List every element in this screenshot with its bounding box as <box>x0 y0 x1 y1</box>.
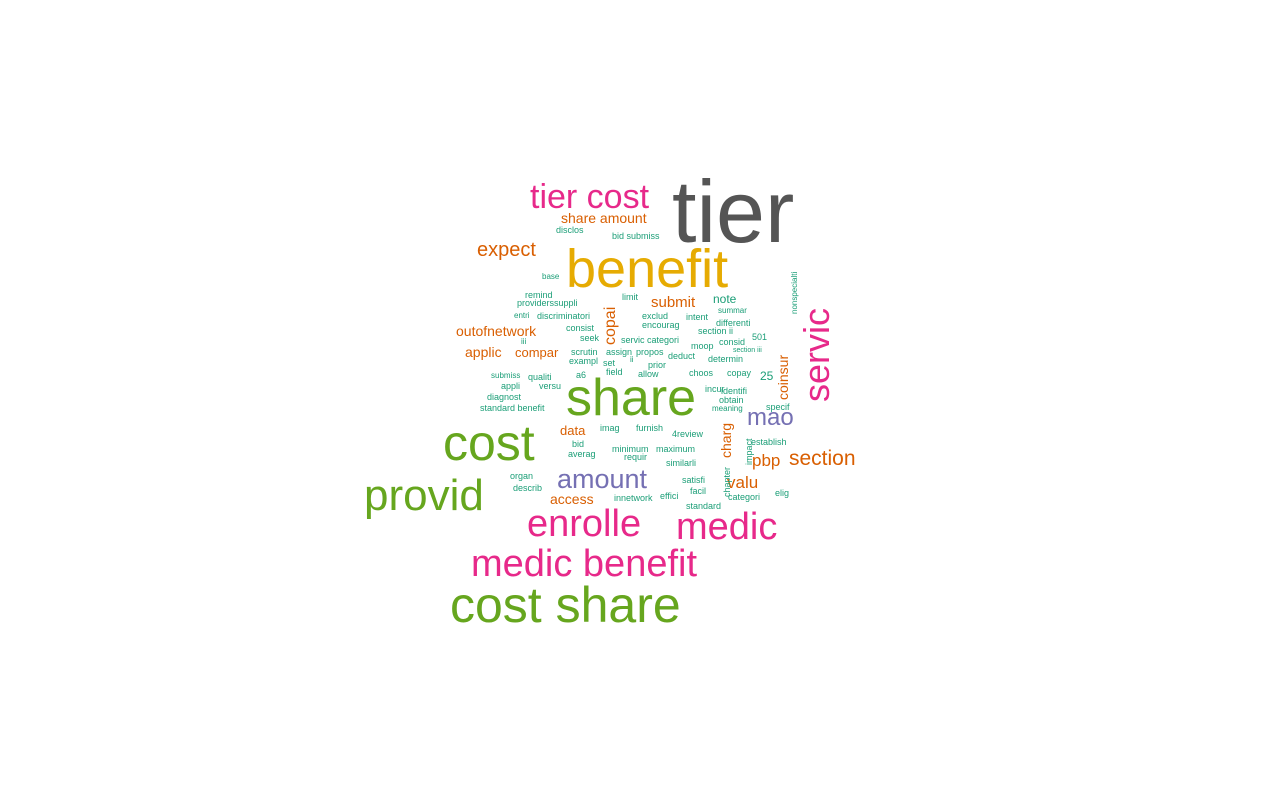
cloud-word: bid submiss <box>612 231 660 241</box>
cloud-word: compar <box>515 345 559 360</box>
cloud-word: discriminatori <box>537 311 591 321</box>
cloud-word: section iii <box>733 347 762 354</box>
cloud-word: allow <box>638 369 659 379</box>
cloud-word: copai <box>602 306 619 345</box>
cloud-word: copay <box>727 368 752 378</box>
cloud-word: seek <box>580 333 600 343</box>
cloud-word: establish <box>751 437 787 447</box>
cloud-word: standard benefit <box>480 403 545 413</box>
cloud-word: differenti <box>716 318 751 328</box>
cloud-word: submiss <box>491 371 521 380</box>
cloud-word: 25 <box>760 369 774 383</box>
cloud-word: impact <box>744 438 754 465</box>
cloud-word: appli <box>501 381 521 391</box>
cloud-word: consid <box>719 337 746 347</box>
cloud-word: outofnetwork <box>456 323 537 339</box>
cloud-word: requir <box>624 452 648 462</box>
cloud-word: scrutin <box>571 347 598 357</box>
cloud-word: averag <box>568 449 596 459</box>
cloud-word: describ <box>513 483 543 493</box>
cloud-word: chapter <box>722 466 732 497</box>
cloud-word: effici <box>660 491 679 501</box>
cloud-word: charg <box>718 422 734 458</box>
cloud-word: enrolle <box>527 503 642 545</box>
cloud-word: mao <box>747 404 794 431</box>
cloud-word: coinsur <box>775 354 791 400</box>
cloud-word: servic <box>796 307 837 402</box>
cloud-word: standard <box>686 501 722 511</box>
cloud-word: medic benefit <box>471 543 698 585</box>
cloud-word: innetwork <box>614 493 653 503</box>
cloud-word: similarli <box>666 458 696 468</box>
cloud-word: cost <box>443 415 535 471</box>
cloud-word: exampl <box>569 356 599 366</box>
cloud-word: minimum <box>612 444 649 454</box>
cloud-word: valu <box>727 473 759 492</box>
cloud-word: specif <box>766 402 790 412</box>
cloud-word: maximum <box>656 444 696 454</box>
cloud-word: qualiti <box>528 372 552 382</box>
cloud-word: applic <box>465 344 502 360</box>
cloud-word: tier <box>672 162 795 261</box>
cloud-word: access <box>550 491 594 507</box>
cloud-word: section ii <box>698 326 734 336</box>
cloud-word: consist <box>566 323 595 333</box>
cloud-word: assign <box>606 347 633 357</box>
cloud-word: moop <box>691 341 714 351</box>
cloud-word: disclos <box>556 225 584 235</box>
cloud-word: note <box>713 292 737 306</box>
cloud-word: prior <box>648 360 667 370</box>
cloud-word: data <box>560 423 586 438</box>
cloud-word: determin <box>708 354 744 364</box>
cloud-word: pbp <box>752 451 781 470</box>
cloud-word: diagnost <box>487 392 522 402</box>
cloud-word: satisfi <box>682 475 706 485</box>
cloud-word: categori <box>728 492 761 502</box>
cloud-word: share <box>566 369 697 427</box>
cloud-word: base <box>542 272 560 281</box>
cloud-word: iii <box>521 337 527 346</box>
cloud-word: elig <box>775 488 790 498</box>
cloud-word: bid <box>572 439 585 449</box>
cloud-word: remind <box>525 290 553 300</box>
cloud-word: providerssuppli <box>517 298 578 308</box>
cloud-word: obtain <box>719 395 744 405</box>
cloud-word: deduct <box>668 351 696 361</box>
cloud-word: submit <box>651 294 696 311</box>
cloud-word: benefit <box>566 239 729 299</box>
cloud-word: amount <box>557 464 648 494</box>
cloud-word: 4review <box>672 429 704 439</box>
cloud-word: medic <box>676 506 778 548</box>
cloud-word: choos <box>689 368 714 378</box>
cloud-word: provid <box>364 471 484 520</box>
cloud-word: entri <box>514 311 530 320</box>
cloud-word: intent <box>686 312 709 322</box>
cloud-word: encourag <box>642 320 680 330</box>
cloud-word: exclud <box>642 311 669 321</box>
cloud-word: propos <box>636 347 664 357</box>
cloud-word: a6 <box>576 370 587 380</box>
cloud-word: limit <box>622 292 638 302</box>
cloud-word: organ <box>510 471 534 481</box>
cloud-word: furnish <box>636 423 664 433</box>
cloud-word: share amount <box>561 210 647 226</box>
cloud-word: meaning <box>712 404 743 413</box>
cloud-word: versu <box>539 381 562 391</box>
cloud-word: tier cost <box>530 178 650 216</box>
cloud-word: identifi <box>721 386 748 396</box>
cloud-word: servic categori <box>621 335 680 345</box>
cloud-word: incur <box>705 384 725 394</box>
cloud-word: ii <box>630 355 634 364</box>
cloud-word: summar <box>718 306 747 315</box>
cloud-word: 501 <box>752 332 768 342</box>
cloud-word: section <box>789 447 856 470</box>
cloud-word: cost share <box>450 577 681 633</box>
cloud-word: field <box>606 367 623 377</box>
cloud-word: set <box>603 358 616 368</box>
cloud-word: nonspecialti <box>790 271 799 314</box>
cloud-word: facil <box>690 486 707 496</box>
cloud-word: expect <box>477 239 536 261</box>
cloud-word: imag <box>600 423 620 433</box>
